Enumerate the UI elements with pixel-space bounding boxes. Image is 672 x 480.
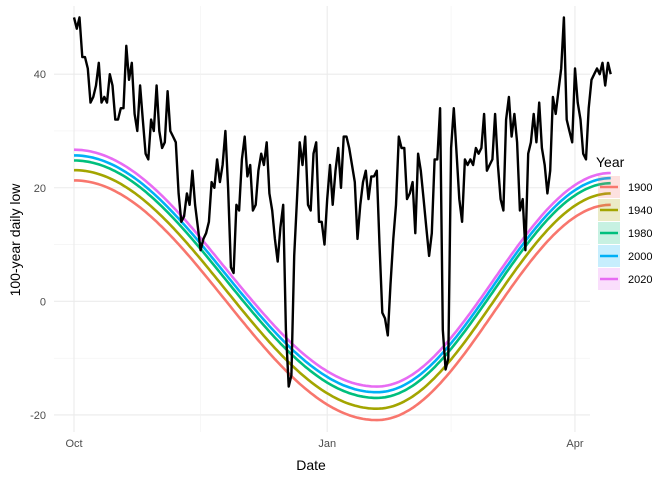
legend-item-1940: 1940 — [598, 199, 652, 221]
legend-item-2020: 2020 — [598, 268, 652, 290]
y-tick-label: 0 — [40, 296, 46, 308]
series-line-1980 — [74, 159, 611, 400]
observed-line — [72, 16, 612, 388]
y-tick-label: -20 — [30, 410, 46, 422]
legend-label-2020: 2020 — [628, 274, 652, 286]
x-axis-ticks: Oct Jan Apr — [65, 438, 583, 450]
observed-series-line — [72, 16, 612, 388]
x-tick-label: Apr — [566, 438, 583, 450]
legend-item-2000: 2000 — [598, 245, 652, 267]
legend-item-1900: 1900 — [598, 176, 652, 198]
legend-label-1980: 1980 — [628, 228, 652, 240]
series-lines — [73, 148, 611, 422]
x-axis-title: Date — [296, 457, 326, 473]
y-axis-ticks: -20 0 20 40 — [30, 69, 46, 422]
legend: Year 1900 1940 1980 2000 2020 — [596, 154, 652, 290]
series-line-2020 — [73, 148, 611, 388]
legend-label-1940: 1940 — [628, 205, 652, 217]
x-tick-label: Jan — [318, 438, 336, 450]
legend-label-1900: 1900 — [628, 182, 652, 194]
y-axis-title: 100-year daily low — [7, 183, 23, 297]
x-tick-label: Oct — [65, 438, 82, 450]
series-line-2000 — [74, 154, 611, 394]
legend-item-1980: 1980 — [598, 222, 652, 244]
series-line-1940 — [74, 168, 611, 411]
legend-title: Year — [596, 154, 625, 170]
y-tick-label: 20 — [34, 183, 46, 195]
legend-label-2000: 2000 — [628, 251, 652, 263]
series-line-1900 — [74, 179, 611, 422]
y-tick-label: 40 — [34, 69, 46, 81]
